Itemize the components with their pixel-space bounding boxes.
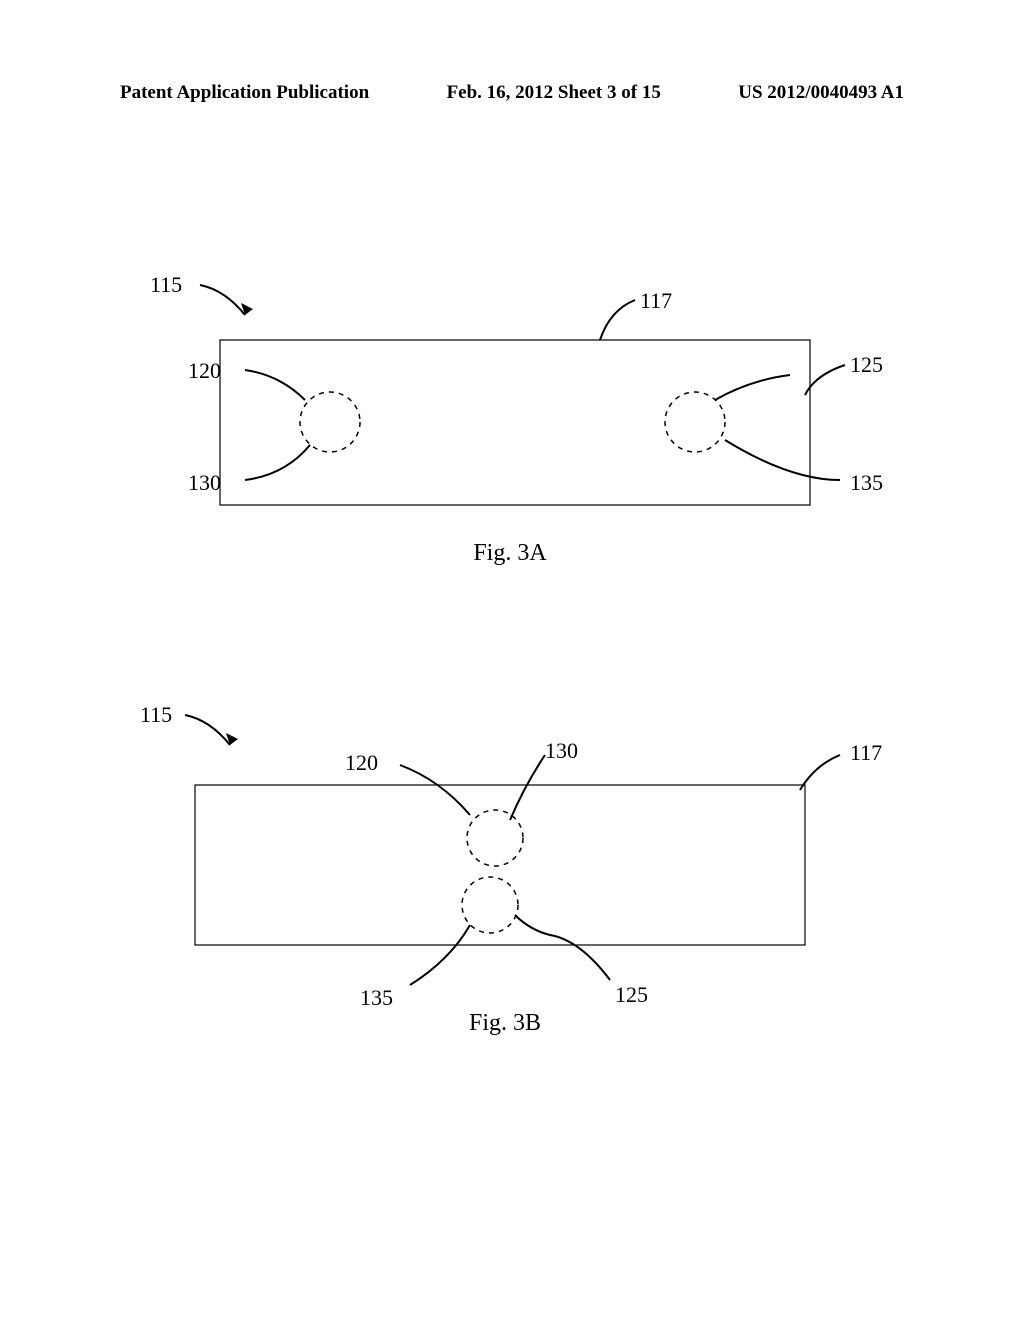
header-row: Patent Application Publication Feb. 16, … [0,82,1024,104]
fig3a-label-120: 120 [188,358,221,384]
fig3a-label-135: 135 [850,470,883,496]
fig3a-lead-130 [245,445,310,480]
fig3a-label-117: 117 [640,288,672,314]
figure-3b: 115 117 120 130 135 125 Fig. 3B [150,710,890,1050]
fig3b-label-135: 135 [360,985,393,1011]
fig3b-lead-115 [185,715,230,745]
fig3a-dot-left [300,392,360,452]
fig3b-dot-top [467,810,523,866]
fig3a-lead-115 [200,285,245,315]
fig3b-lead-120 [400,765,470,815]
fig3a-dot-right [665,392,725,452]
fig3b-lead-130 [510,755,545,820]
fig3b-dot-bottom [462,877,518,933]
fig3a-lead-120 [245,370,305,400]
header-left: Patent Application Publication [120,82,369,104]
page-root: Patent Application Publication Feb. 16, … [0,0,1024,1320]
fig3b-label-130: 130 [545,738,578,764]
fig3a-label-125: 125 [850,352,883,378]
header-right: US 2012/0040493 A1 [738,82,904,104]
fig3a-substrate-rect [220,340,810,505]
fig3b-label-117: 117 [850,740,882,766]
fig3b-label-125: 125 [615,982,648,1008]
figure-3b-svg [150,710,890,1050]
fig3b-lead-135 [410,925,470,985]
page-header: Patent Application Publication Feb. 16, … [0,82,1024,104]
fig3a-label-115: 115 [150,272,182,298]
fig3b-lead-117 [800,755,840,790]
header-center: Feb. 16, 2012 Sheet 3 of 15 [447,82,661,104]
fig3a-label-130: 130 [188,470,221,496]
fig3b-lead-125 [515,915,610,980]
fig3a-lead-117 [600,300,635,340]
fig3a-lead-125b [715,375,790,400]
fig3a-lead-125 [805,365,845,395]
fig3b-caption: Fig. 3B [405,1010,605,1037]
figure-3a: 115 117 120 130 125 135 Fig. 3A [150,280,890,610]
fig3b-substrate-rect [195,785,805,945]
fig3b-label-120: 120 [345,750,378,776]
fig3a-caption: Fig. 3A [410,540,610,567]
fig3b-label-115: 115 [140,702,172,728]
fig3a-lead-135 [725,440,840,480]
